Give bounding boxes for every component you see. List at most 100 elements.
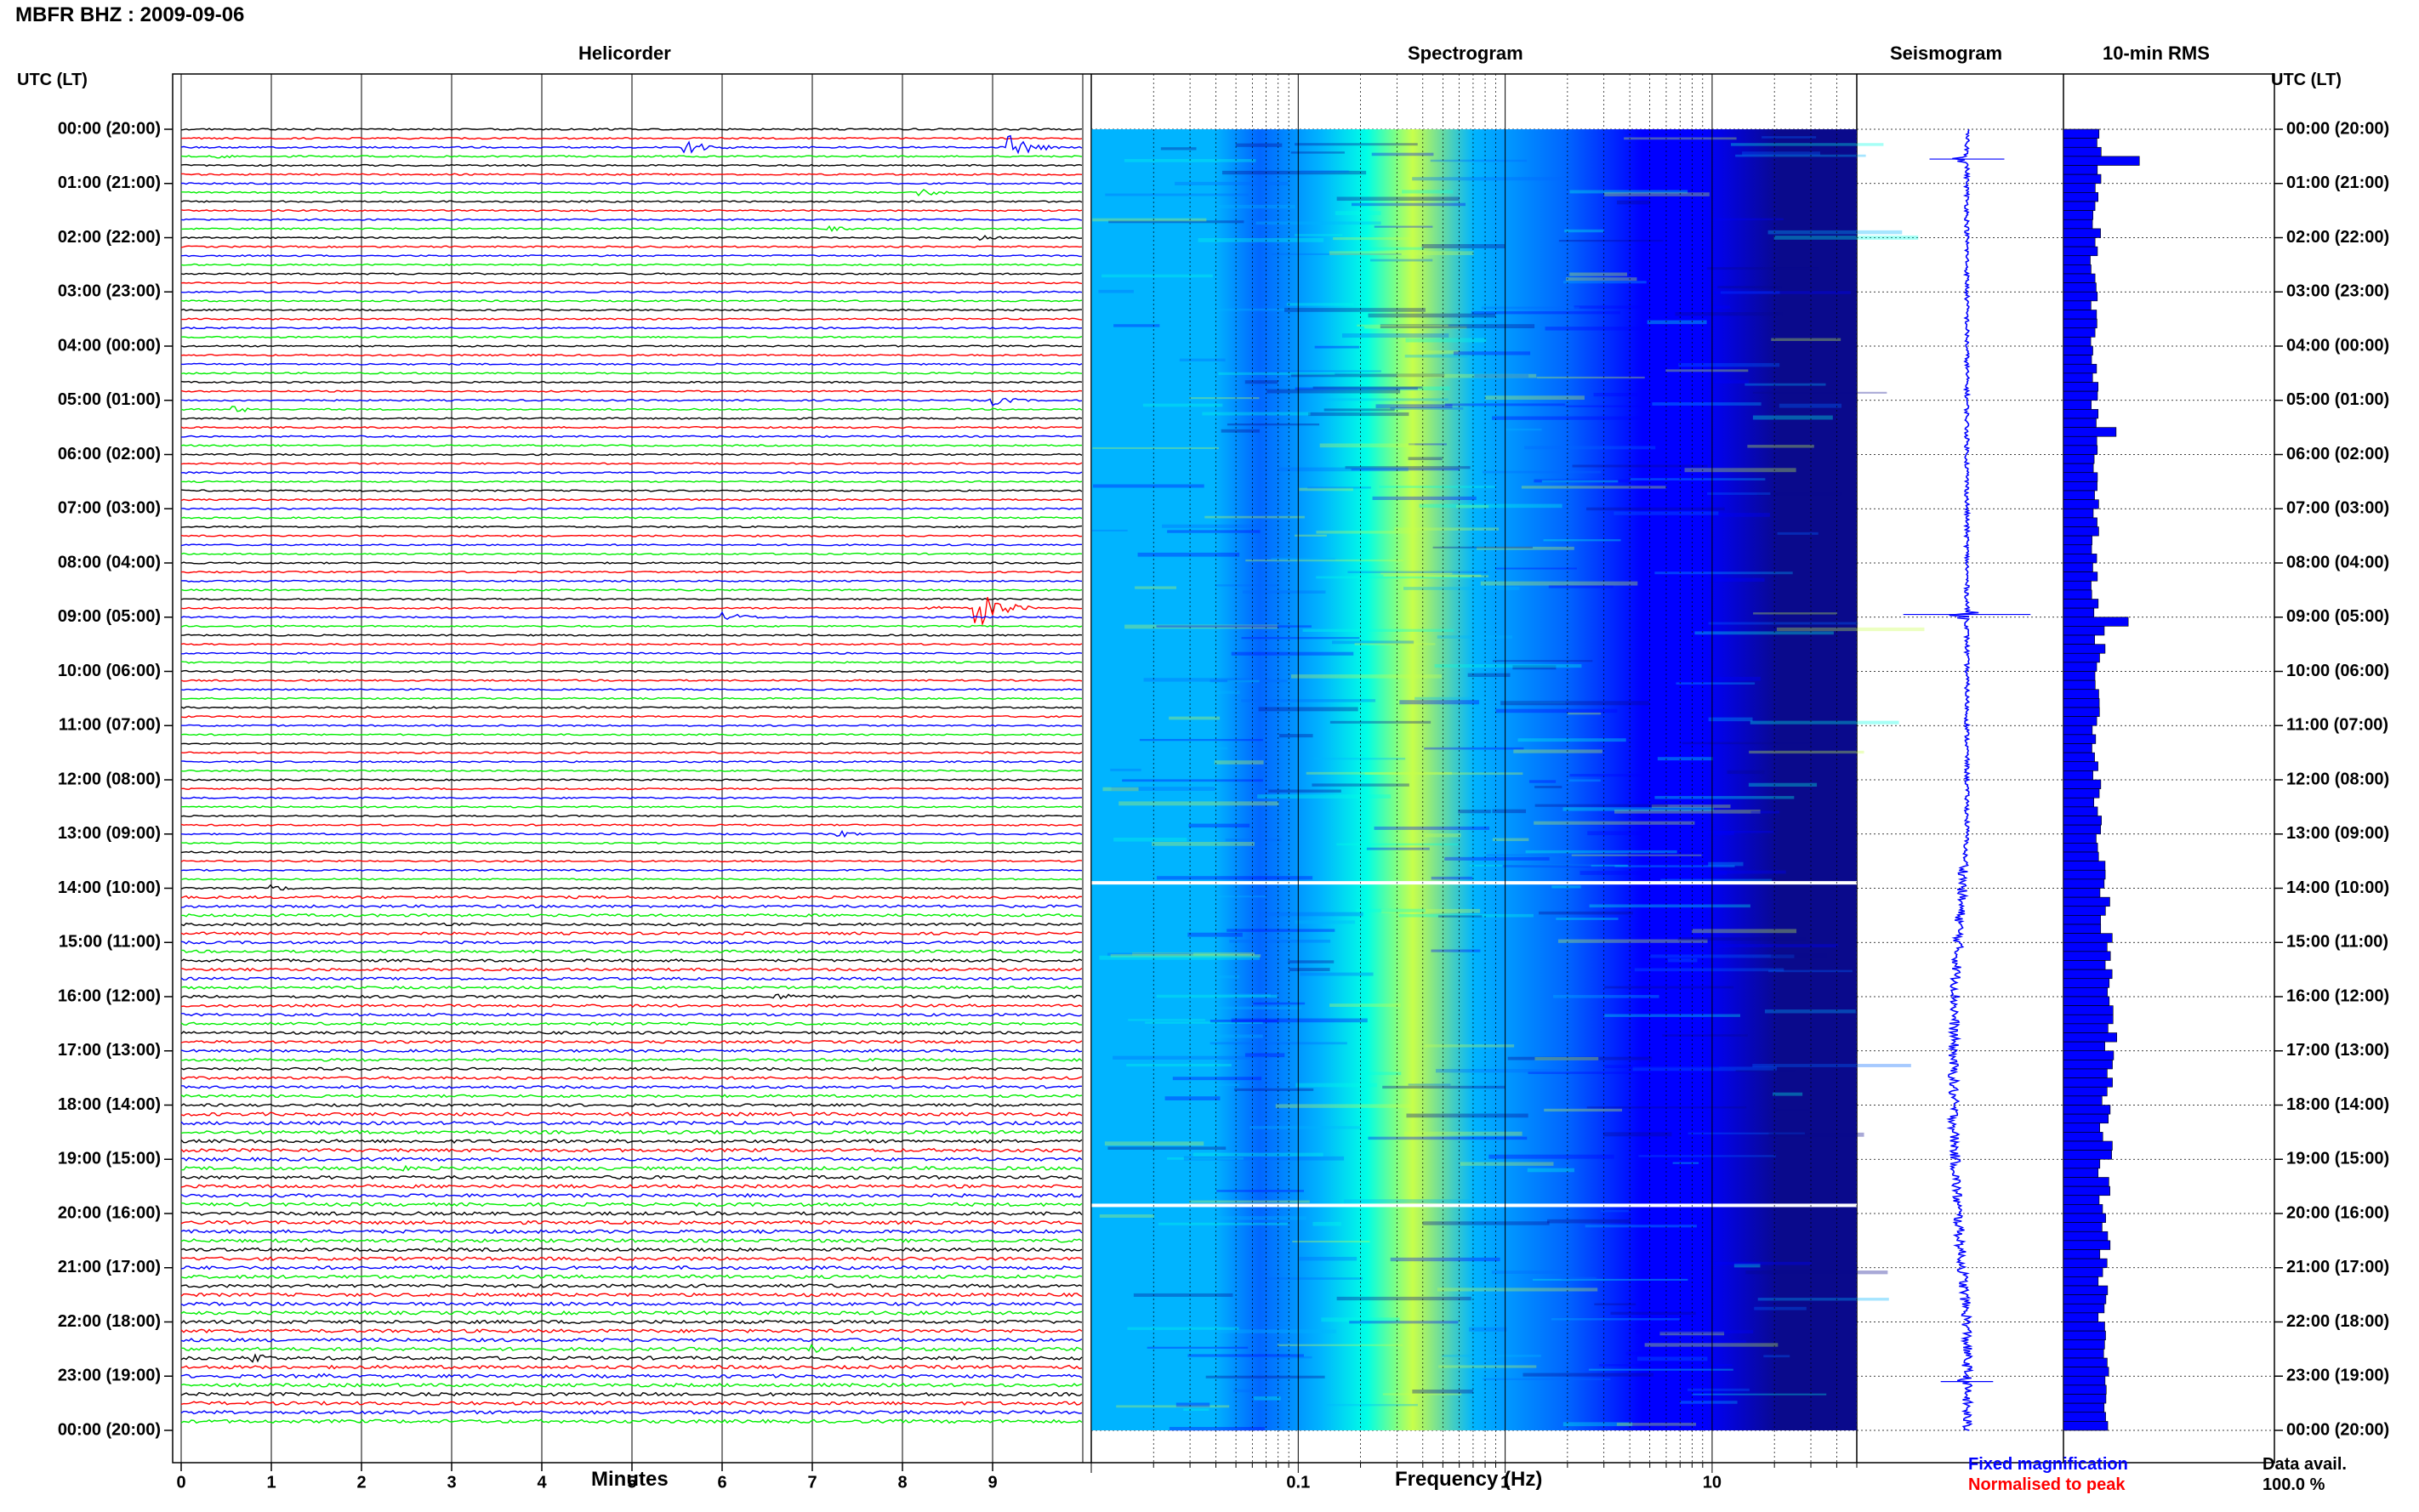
rms-bar	[2063, 689, 2099, 699]
helicorder-trace	[181, 1012, 1083, 1017]
spectrogram-texture	[1695, 944, 1839, 947]
spectrogram-texture	[1747, 445, 1814, 448]
helicorder-trace	[180, 290, 1083, 293]
spectrogram-texture	[1286, 303, 1354, 306]
spectrogram-texture	[1730, 143, 1884, 146]
helicorder-trace	[180, 850, 1083, 854]
rms-bar	[2063, 237, 2096, 247]
spectrogram-texture	[1548, 585, 1614, 588]
spectrogram-texture	[1477, 546, 1574, 550]
spectrogram-texture	[1189, 1200, 1310, 1203]
spectrogram-texture	[1616, 1423, 1697, 1426]
helicorder-trace	[180, 769, 1083, 773]
helicorder-trace	[180, 425, 1083, 429]
spectrogram-texture	[1431, 949, 1481, 952]
spectrogram-texture	[1186, 1329, 1337, 1333]
spectrogram-texture	[1210, 1042, 1347, 1045]
outer-frame	[172, 73, 2275, 1464]
helicorder-trace	[180, 823, 1083, 827]
utc-tick-label-left: 17:00 (13:00)	[58, 1041, 161, 1060]
spectrogram-texture	[1104, 1141, 1204, 1146]
spectrogram-texture	[1495, 567, 1577, 570]
helicorder-trace	[180, 1310, 1083, 1316]
spectrogram-texture	[1187, 1354, 1304, 1357]
spectrogram-texture	[1752, 391, 1887, 394]
spectrogram-texture	[1574, 305, 1730, 309]
helicorder-trace	[180, 1409, 1083, 1415]
spectrogram-texture	[1390, 407, 1464, 410]
spectrogram-field	[1091, 129, 1857, 1430]
spectrogram-texture	[1295, 234, 1343, 236]
helicorder-trace	[180, 733, 1083, 736]
spectrogram-texture	[1245, 559, 1404, 562]
helicorder-trace	[180, 552, 1083, 556]
spectrogram-texture	[1678, 676, 1761, 681]
spectrogram-texture	[1169, 716, 1221, 720]
utc-tick-label-left: 09:00 (05:00)	[58, 607, 161, 626]
helicorder-trace	[180, 561, 1083, 565]
rms-bar	[2063, 788, 2100, 799]
helicorder-trace	[180, 868, 1083, 872]
spectrogram-texture	[1534, 804, 1669, 807]
spectrogram-texture	[1326, 1403, 1418, 1407]
rms-bar	[2063, 472, 2098, 482]
helicorder-trace	[180, 1274, 1083, 1280]
helicorder-trace	[180, 1373, 1083, 1379]
spectrogram-texture	[1750, 810, 1780, 814]
spectrogram-texture	[1614, 810, 1761, 814]
spectrogram-texture	[1126, 1064, 1232, 1067]
rms-bar	[2063, 1303, 2105, 1314]
rms-bar	[2063, 996, 2110, 1006]
spectrogram-texture	[1502, 864, 1591, 867]
spectrogram-texture	[1210, 679, 1288, 683]
spectrogram-texture	[1349, 1321, 1459, 1324]
spectrogram-texture	[1290, 373, 1445, 378]
spectrogram-texture	[1748, 782, 1818, 787]
spectrogram-texture	[1137, 552, 1240, 557]
spectrogram-texture	[1532, 1278, 1688, 1281]
helicorder-trace	[180, 1021, 1083, 1026]
spectrogram-texture	[1572, 464, 1708, 468]
spectrogram-texture	[1568, 779, 1601, 782]
spectrogram-texture	[1456, 504, 1489, 509]
spectrogram-texture	[1652, 402, 1762, 406]
spectrogram-texture	[1491, 416, 1651, 420]
spectrogram-texture	[1122, 779, 1264, 782]
spectrogram-texture	[1345, 466, 1471, 469]
spectrogram-texture	[1167, 1157, 1244, 1160]
spectrogram-texture	[1594, 1303, 1636, 1305]
helicorder-trace	[181, 173, 1083, 176]
spectrogram-texture	[1545, 327, 1650, 331]
rms-bar	[2063, 372, 2093, 383]
spectrogram-tick-label: 0.1	[1286, 1473, 1310, 1492]
spectrogram-texture	[1124, 624, 1278, 629]
rms-bar	[2063, 427, 2117, 437]
rms-bar	[2063, 770, 2093, 781]
rms-bar	[2063, 183, 2096, 193]
spectrogram-texture	[1636, 1330, 1754, 1334]
spectrogram-texture	[1351, 468, 1460, 471]
spectrogram-texture	[1482, 470, 1602, 474]
utc-tick-label-left: 05:00 (01:00)	[58, 390, 161, 409]
helicorder-trace	[180, 706, 1083, 709]
spectrogram-texture	[1566, 277, 1637, 281]
spectrogram-texture	[1167, 530, 1261, 533]
spectrogram-texture	[1777, 531, 1819, 535]
rms-bar	[2063, 698, 2100, 708]
rms-bar	[2063, 382, 2099, 392]
rms-bar	[2063, 589, 2092, 600]
spectrogram-texture	[1539, 911, 1633, 915]
utc-tick-label-left: 08:00 (04:00)	[58, 553, 161, 571]
spectrogram-texture	[1218, 204, 1295, 209]
spectrogram-texture	[1571, 854, 1702, 856]
helicorder-trace	[180, 1103, 1083, 1107]
spectrogram-texture	[1113, 324, 1160, 327]
rms-bar	[2063, 1060, 2113, 1070]
spectrogram-texture	[1314, 757, 1406, 760]
spectrogram-texture	[1218, 372, 1335, 375]
utc-tick-label-left: 14:00 (10:00)	[58, 878, 161, 897]
helicorder-trace	[180, 1319, 1083, 1325]
rms-bar	[2063, 1213, 2106, 1223]
rms-bar	[2063, 861, 2106, 871]
